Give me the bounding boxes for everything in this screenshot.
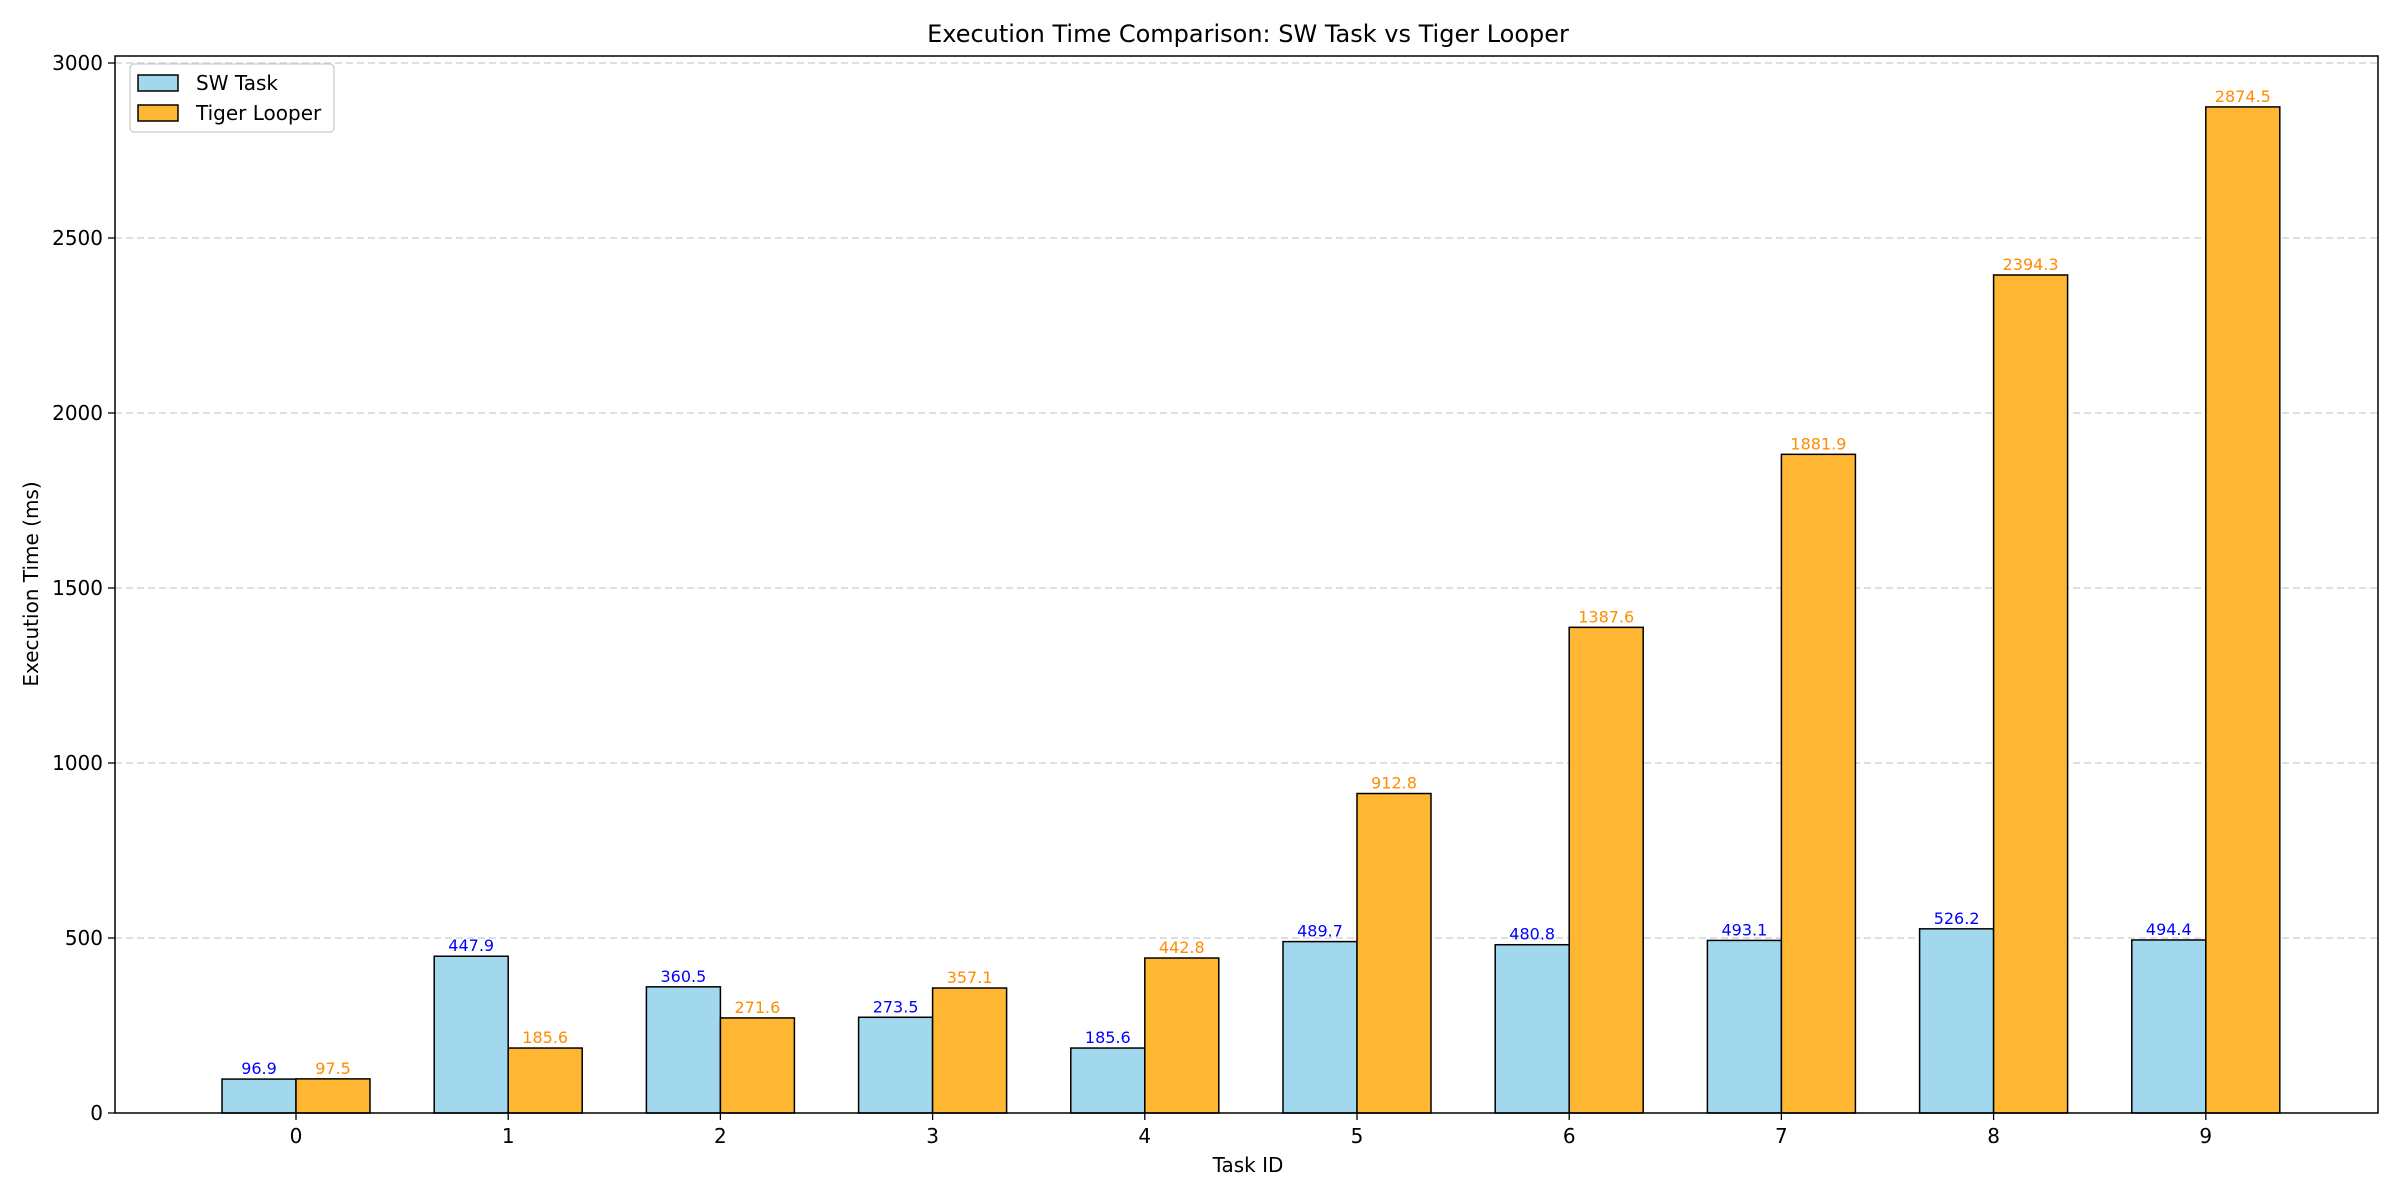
y-tick-label: 2000 (52, 401, 103, 425)
data-label: 273.5 (873, 997, 919, 1016)
bar-sw-task (221, 1078, 297, 1114)
bar-tiger-looper (1992, 274, 2069, 1114)
legend-swatch (137, 104, 179, 122)
bar-sw-task (1706, 939, 1783, 1114)
data-label: 357.1 (947, 968, 993, 987)
y-axis-label: Execution Time (ms) (19, 481, 43, 686)
data-label: 480.8 (1509, 925, 1555, 944)
data-label: 360.5 (660, 967, 706, 986)
bar-tiger-looper (1780, 453, 1857, 1114)
data-label: 185.6 (1085, 1028, 1131, 1047)
data-label: 2874.5 (2215, 87, 2271, 106)
bar-tiger-looper (295, 1078, 371, 1114)
data-label: 442.8 (1159, 938, 1205, 957)
bar-sw-task (645, 986, 722, 1114)
y-tick-label: 0 (90, 1101, 103, 1125)
x-tick-label: 7 (1775, 1124, 1788, 1148)
x-axis-ticks: 0 1 2 3 4 5 6 7 8 9 (290, 1113, 2212, 1148)
data-label: 1387.6 (1578, 607, 1634, 626)
data-label: 96.9 (241, 1059, 277, 1078)
bar-sw-task (433, 955, 509, 1114)
data-label: 494.4 (2146, 920, 2192, 939)
y-tick-label: 1500 (52, 576, 103, 600)
bar-tiger-looper (507, 1047, 583, 1114)
x-tick-label: 5 (1351, 1124, 1364, 1148)
bar-sw-task (857, 1016, 934, 1114)
x-tick-label: 1 (502, 1124, 515, 1148)
legend-swatch (137, 74, 179, 92)
legend-entry: SW Task (196, 71, 278, 95)
x-tick-label: 3 (926, 1124, 939, 1148)
x-tick-label: 4 (1138, 1124, 1151, 1148)
y-tick-label: 3000 (52, 51, 103, 75)
bar-tiger-looper (1144, 957, 1220, 1114)
bar-sw-task (1918, 928, 1995, 1114)
plot-area-frame (114, 55, 2379, 1114)
bar-tiger-looper (1356, 792, 1432, 1114)
x-tick-label: 8 (1987, 1124, 2000, 1148)
x-tick-label: 6 (1563, 1124, 1576, 1148)
bar-sw-task (2131, 939, 2207, 1114)
data-label: 97.5 (315, 1059, 351, 1078)
legend: SW Task Tiger Looper (129, 63, 335, 133)
x-tick-label: 2 (714, 1124, 727, 1148)
data-label: 489.7 (1297, 922, 1343, 941)
x-axis-label: Task ID (1212, 1153, 1284, 1177)
bar-sw-task (1494, 943, 1570, 1114)
data-label: 1881.9 (1790, 434, 1846, 453)
data-label: 526.2 (1934, 909, 1980, 928)
y-axis-ticks: 0 500 1000 1500 2000 2500 3000 (52, 51, 115, 1125)
data-label: 2394.3 (2003, 255, 2059, 274)
bar-tiger-looper (719, 1017, 796, 1114)
y-tick-label: 500 (65, 926, 103, 950)
x-tick-label: 9 (2199, 1124, 2212, 1148)
data-label: 185.6 (522, 1028, 568, 1047)
data-label: 912.8 (1371, 774, 1417, 793)
bar-tiger-looper (1568, 626, 1644, 1114)
x-tick-label: 0 (290, 1124, 303, 1148)
bar-sw-task (1282, 940, 1358, 1114)
value-labels: 96.9 447.9 360.5 273.5 185.6 489.7 480.8 493.1 5… (241, 87, 2271, 1078)
bar-tiger-looper (2205, 106, 2281, 1114)
data-label: 493.1 (1721, 920, 1767, 939)
data-label: 271.6 (734, 998, 780, 1017)
legend-entry: Tiger Looper (195, 101, 322, 125)
y-tick-label: 1000 (52, 751, 103, 775)
bar-sw-task (1070, 1047, 1146, 1114)
chart-title: Execution Time Comparison: SW Task vs Ti… (927, 20, 1569, 48)
bars (221, 106, 2281, 1114)
legend-box (129, 63, 335, 133)
data-label: 447.9 (448, 936, 494, 955)
y-tick-label: 2500 (52, 226, 103, 250)
bar-tiger-looper (931, 987, 1008, 1114)
